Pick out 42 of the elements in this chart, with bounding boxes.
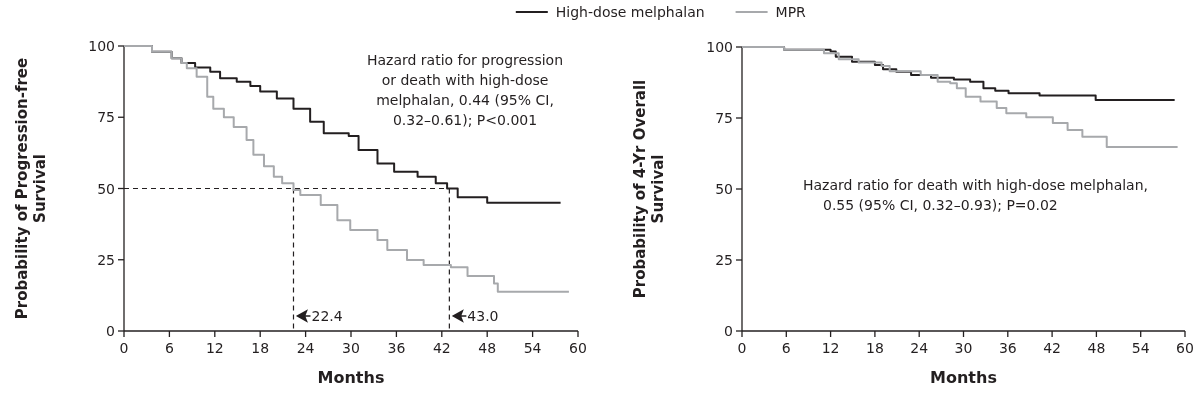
x-tick-label: 6 — [164, 340, 174, 356]
x-tick-label: 36 — [998, 340, 1017, 356]
x-tick-label: 6 — [781, 340, 791, 356]
x-tick-label: 0 — [737, 340, 747, 356]
ref-line-label: 22.4 — [311, 308, 343, 324]
x-tick-label: 60 — [1176, 340, 1194, 356]
y-tick-label: 25 — [97, 251, 115, 268]
x-axis-title: Months — [930, 368, 997, 387]
x-axis-title: Months — [317, 368, 385, 387]
x-tick-label: 42 — [1043, 340, 1062, 356]
x-tick-label: 30 — [954, 340, 973, 356]
x-tick-label: 18 — [251, 340, 270, 356]
y-tick-label: 25 — [715, 252, 733, 268]
ref-line-label: 43.0 — [467, 308, 499, 324]
y-tick-label: 75 — [715, 110, 733, 126]
y-tick-label: 100 — [88, 38, 115, 54]
y-tick-label: 0 — [106, 323, 115, 339]
x-tick-label: 54 — [1131, 340, 1150, 356]
y-tick-label: 75 — [97, 109, 115, 126]
y-tick-label: 50 — [97, 180, 115, 197]
x-tick-label: 24 — [910, 340, 929, 356]
x-tick-label: 24 — [296, 340, 315, 356]
x-tick-label: 42 — [432, 340, 451, 356]
legend-label: MPR — [775, 4, 807, 20]
legend-label: High-dose melphalan — [555, 4, 705, 20]
x-tick-label: 48 — [478, 340, 497, 356]
x-tick-label: 36 — [387, 340, 406, 356]
y-axis-title: Probability of Progression-free Survival — [13, 57, 49, 320]
y-tick-label: 100 — [706, 39, 733, 55]
y-tick-label: 0 — [724, 323, 733, 339]
x-tick-label: 18 — [865, 340, 884, 356]
annotation: Hazard ratio for progression or death with high-dose melphalan, 0.44 (95% CI, 0.32–0.61); P<0.001 — [366, 52, 564, 128]
x-tick-label: 30 — [342, 340, 360, 356]
x-tick-label: 0 — [119, 340, 129, 356]
x-tick-label: 60 — [569, 340, 587, 356]
y-tick-label: 50 — [715, 181, 733, 197]
x-tick-label: 48 — [1087, 340, 1106, 356]
x-tick-label: 12 — [821, 340, 840, 356]
annotation: Hazard ratio for death with high-dose melphalan, 0.55 (95% CI, 0.32–0.93); P=0.02 — [803, 177, 1149, 213]
x-tick-label: 12 — [205, 340, 224, 356]
x-tick-label: 54 — [523, 340, 542, 356]
y-axis-title: Probability of 4-Yr Overall Survival — [631, 79, 667, 299]
